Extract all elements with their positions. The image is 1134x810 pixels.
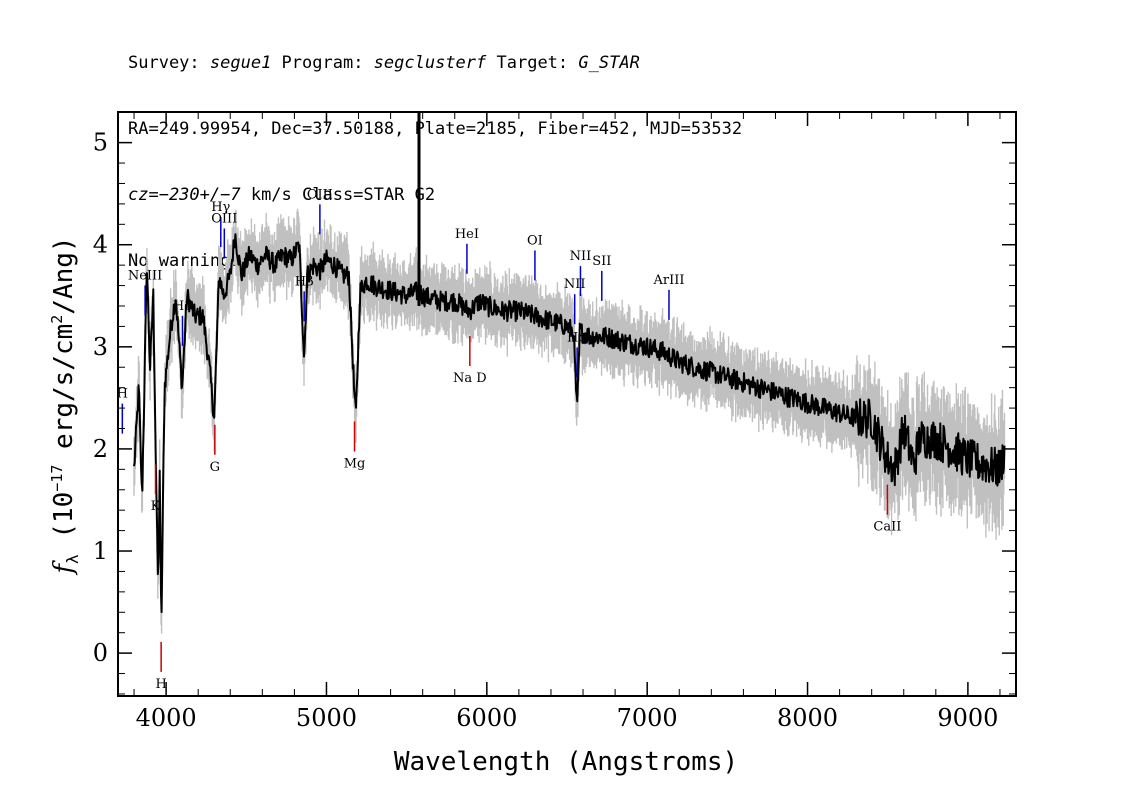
header-line-coordinates: RA=249.99954, Dec=37.50188, Plate=2185, … — [128, 119, 743, 139]
flux-layer — [133, 112, 1006, 614]
flux-line — [133, 233, 1006, 614]
target-label: Target: — [486, 53, 579, 73]
plot-frame — [117, 111, 1017, 697]
absorption-line-label: K — [151, 499, 161, 514]
x-tick-label: 6000 — [456, 704, 517, 732]
x-tick-label: 9000 — [937, 704, 998, 732]
x-axis-title: Wavelength (Angstroms) — [394, 747, 738, 777]
y-tick-label: 1 — [93, 537, 108, 565]
x-tick-label: 5000 — [296, 704, 357, 732]
emission-line-label: HeI — [455, 227, 479, 242]
absorption-line-label: G — [210, 460, 220, 475]
program-label: Program: — [271, 53, 374, 73]
emission-line-label: ArIII — [652, 273, 684, 288]
axis-ticks: 4000 5000 6000 7000 8000 9000 0 1 2 3 4 5 — [93, 112, 1016, 732]
absorption-line-label: CaII — [873, 520, 901, 535]
spectrum-header: Survey: segue1 Program: segclusterf Targ… — [128, 8, 742, 294]
absorption-line-label: Mg — [344, 457, 366, 472]
y-tick-label: 2 — [93, 435, 108, 463]
y-tick-label: 0 — [93, 639, 108, 667]
emission-line-label: Hβ — [295, 274, 314, 289]
survey-label: Survey: — [128, 53, 210, 73]
y-axis-title-pre: (10 — [49, 492, 79, 555]
header-line-survey: Survey: segue1 Program: segclusterf Targ… — [128, 52, 742, 74]
y-axis-title-exp2: 2 — [48, 315, 66, 324]
y-tick-label: 3 — [93, 333, 108, 361]
redshift-value: cz=−230+/−7 — [128, 185, 241, 205]
emission-line-label: OIII — [211, 212, 237, 227]
y-tick-label: 5 — [93, 129, 108, 157]
absorption-line-label: Na D — [453, 371, 487, 386]
x-tick-label: 8000 — [777, 704, 838, 732]
emission-line-label: Hδ — [173, 299, 192, 314]
emission-line-label: NeIII — [128, 269, 162, 284]
x-tick-label: 4000 — [136, 704, 197, 732]
emission-line-label: OI — [527, 233, 543, 248]
emission-line-label: OIII — [307, 187, 333, 202]
x-tick-label: 7000 — [617, 704, 678, 732]
y-axis-title: fλ (10−17 erg/s/cm2/Ang) — [48, 236, 82, 575]
survey-value: segue1 — [209, 53, 272, 73]
absorption-line-label: H — [155, 677, 166, 692]
emission-line-label: SII — [592, 254, 611, 269]
program-value: segclusterf — [373, 53, 487, 73]
emission-line-label: Hα — [567, 330, 587, 345]
y-tick-label: 4 — [93, 231, 108, 259]
y-axis-title-mid: erg/s/cm — [49, 324, 79, 465]
emission-line-label: NII — [564, 277, 586, 292]
target-value: G_STAR — [578, 53, 640, 73]
y-axis-title-sub: λ — [63, 554, 82, 564]
y-axis-title-post: /Ang) — [49, 236, 79, 314]
emission-line-label: Hγ — [211, 200, 230, 215]
emission-line-label: NII — [570, 249, 592, 264]
emission-line-label: H — [117, 387, 128, 402]
y-axis-title-exp1: −17 — [48, 465, 66, 492]
